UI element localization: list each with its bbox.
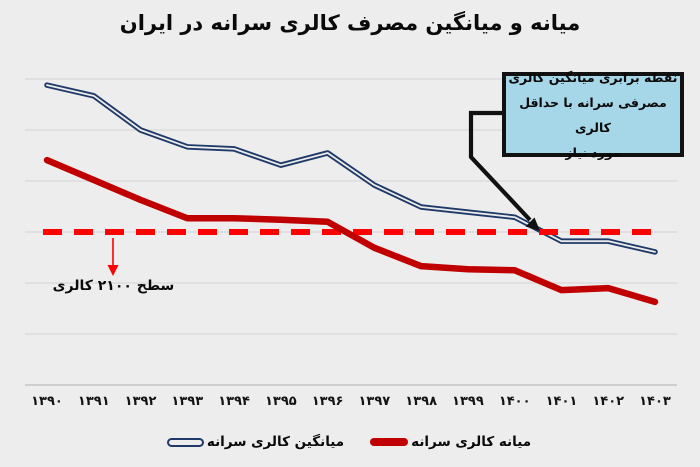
x-tick-label: ۱۳۹۷ [358,394,391,409]
x-tick-label: ۱۳۹۵ [264,394,297,409]
legend-label-mean: میانگین کالری سرانه [206,434,345,450]
x-tick-label: ۱۳۹۸ [405,394,438,409]
legend-item-mean: میانگین کالری سرانه [166,434,346,450]
legend: میانگین کالری سرانه میانه کالری سرانه [0,434,700,450]
legend-item-median: میانه کالری سرانه [370,434,533,450]
legend-swatch-median-line-icon [370,438,409,446]
x-tick-label: ۱۴۰۱ [545,394,578,409]
threshold-arrow-head-icon [107,265,119,276]
median-line [43,156,659,306]
x-tick-label: ۱۴۰۰ [498,394,531,409]
x-tick-label: ۱۳۹۰ [31,394,63,409]
callout-box: نقطه برابری میانگین کالری مصرفی سرانه با… [502,70,684,160]
x-tick-label: ۱۳۹۳ [171,394,204,409]
mean-line-core [46,84,656,253]
chart-title: میانه و میانگین مصرف کالری سرانه در ایرا… [119,11,581,35]
x-axis-labels: ۱۳۹۰ ۱۳۹۱ ۱۳۹۲ ۱۳۹۳ ۱۳۹۴ ۱۳۹۵ ۱۳۹۶ ۱۳۹۷ ۱۳۹۸ ۱۳۹۹… [0,394,700,414]
threshold-level-label: سطح ۲۱۰۰ کالری [52,278,175,294]
x-tick-label: ۱۴۰۲ [592,394,625,409]
callout-connector-line [468,110,532,222]
callout-line-3: مورد نیاز [565,144,621,160]
x-tick-label: ۱۳۹۶ [311,394,344,409]
legend-label-median: میانه کالری سرانه [411,434,532,450]
callout-connector-arrow-icon [525,217,540,231]
x-tick-label: ۱۴۰۳ [639,394,671,409]
callout-line-2: مصرفی سرانه با حداقل کالری [519,94,667,135]
x-tick-label: ۱۳۹۹ [452,394,484,409]
callout-line-1: نقطه برابری میانگین کالری [508,69,678,85]
legend-swatch-mean-line-icon [166,437,204,447]
x-tick-label: ۱۳۹۴ [218,394,250,409]
x-tick-label: ۱۳۹۱ [77,394,110,409]
x-tick-label: ۱۳۹۲ [124,394,157,409]
